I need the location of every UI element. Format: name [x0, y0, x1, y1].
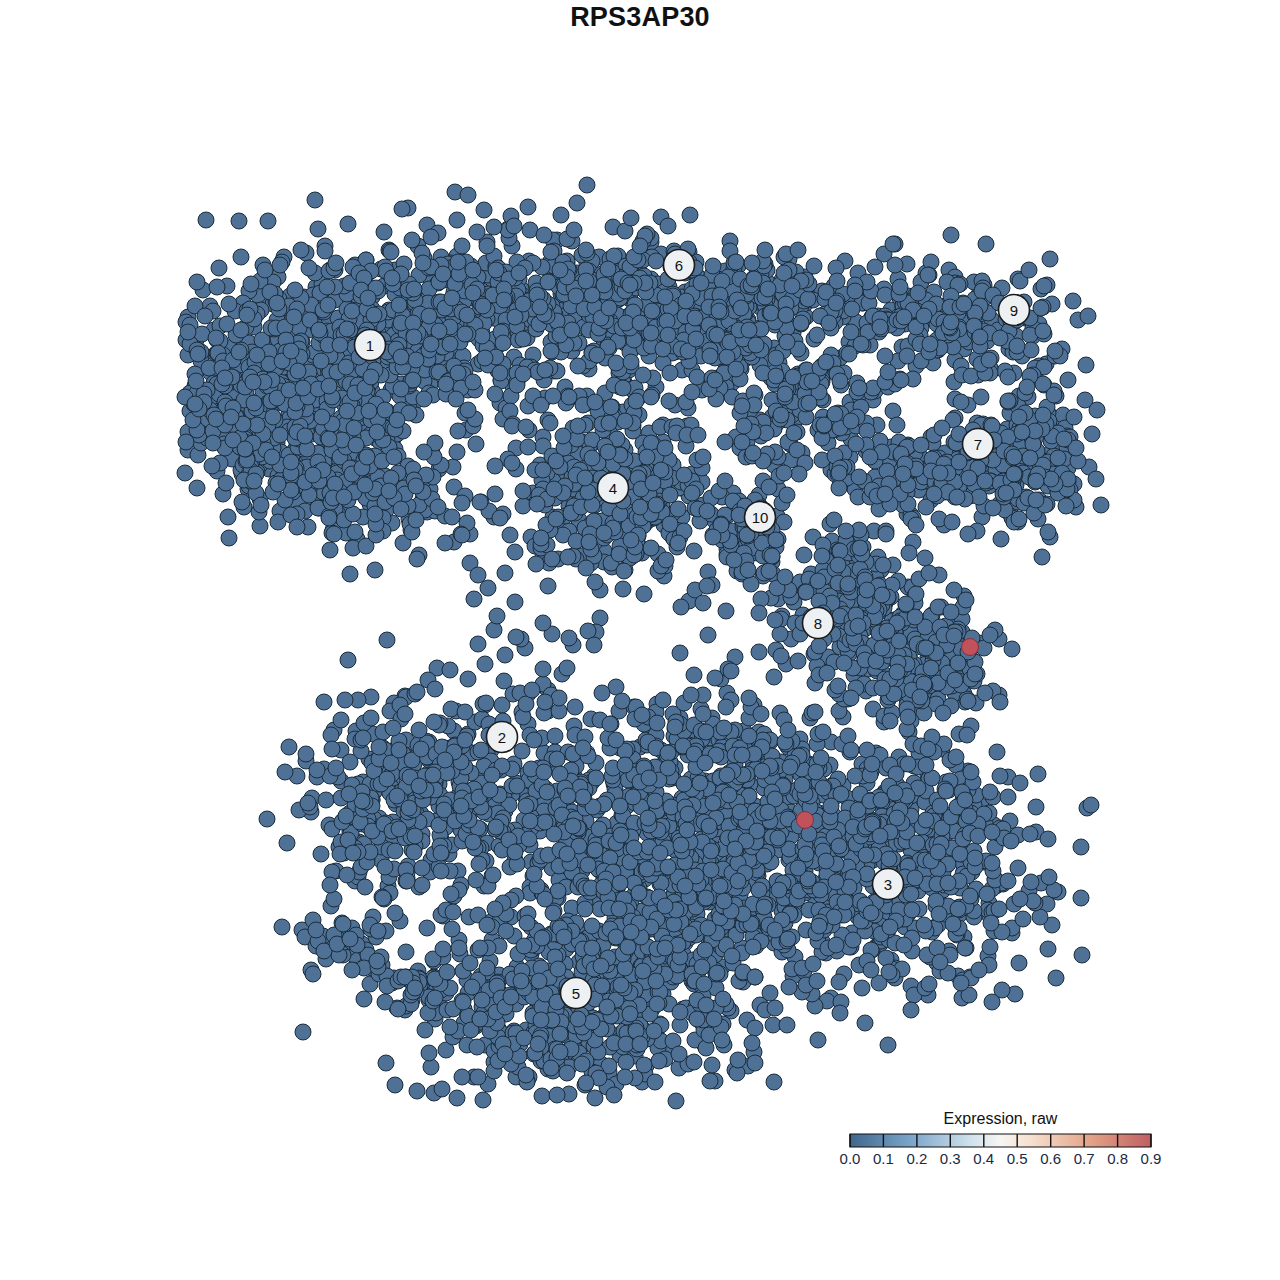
- svg-text:3: 3: [884, 876, 892, 893]
- svg-text:7: 7: [974, 436, 982, 453]
- svg-text:8: 8: [814, 615, 822, 632]
- svg-text:10: 10: [752, 509, 769, 526]
- svg-text:5: 5: [572, 985, 580, 1002]
- svg-text:0.5: 0.5: [1007, 1150, 1028, 1167]
- svg-text:0.7: 0.7: [1074, 1150, 1095, 1167]
- svg-text:1: 1: [366, 337, 374, 354]
- svg-text:6: 6: [675, 257, 683, 274]
- svg-text:2: 2: [498, 729, 506, 746]
- svg-text:0.1: 0.1: [873, 1150, 894, 1167]
- svg-text:Expression, raw: Expression, raw: [944, 1110, 1058, 1127]
- svg-text:0.6: 0.6: [1040, 1150, 1061, 1167]
- svg-text:0.8: 0.8: [1107, 1150, 1128, 1167]
- svg-text:0.2: 0.2: [906, 1150, 927, 1167]
- svg-text:0.3: 0.3: [940, 1150, 961, 1167]
- svg-text:0.9: 0.9: [1141, 1150, 1162, 1167]
- svg-text:0.4: 0.4: [973, 1150, 994, 1167]
- svg-text:4: 4: [609, 480, 617, 497]
- svg-text:0.0: 0.0: [840, 1150, 861, 1167]
- svg-text:9: 9: [1010, 302, 1018, 319]
